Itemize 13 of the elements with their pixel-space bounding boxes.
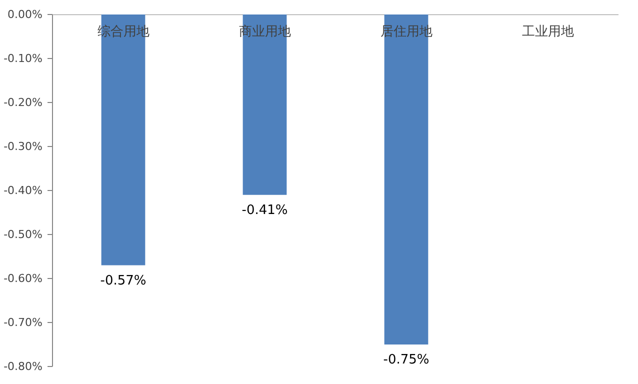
y-tick-label: -0.80% — [4, 360, 43, 373]
data-label: -0.41% — [242, 202, 288, 218]
data-label: -0.75% — [383, 352, 430, 368]
y-tick-label: -0.40% — [4, 184, 43, 197]
y-tick-label: -0.30% — [4, 140, 43, 153]
y-tick-label: 0.00% — [8, 8, 43, 21]
data-label: -0.57% — [100, 273, 146, 288]
y-tick-label: -0.60% — [4, 272, 43, 285]
y-tick-label: -0.20% — [4, 96, 43, 109]
y-tick-label: -0.10% — [4, 52, 43, 65]
y-tick-label: -0.70% — [4, 316, 43, 329]
x-tick-label: 工业用地 — [522, 24, 574, 40]
y-tick-label: -0.50% — [4, 228, 43, 241]
